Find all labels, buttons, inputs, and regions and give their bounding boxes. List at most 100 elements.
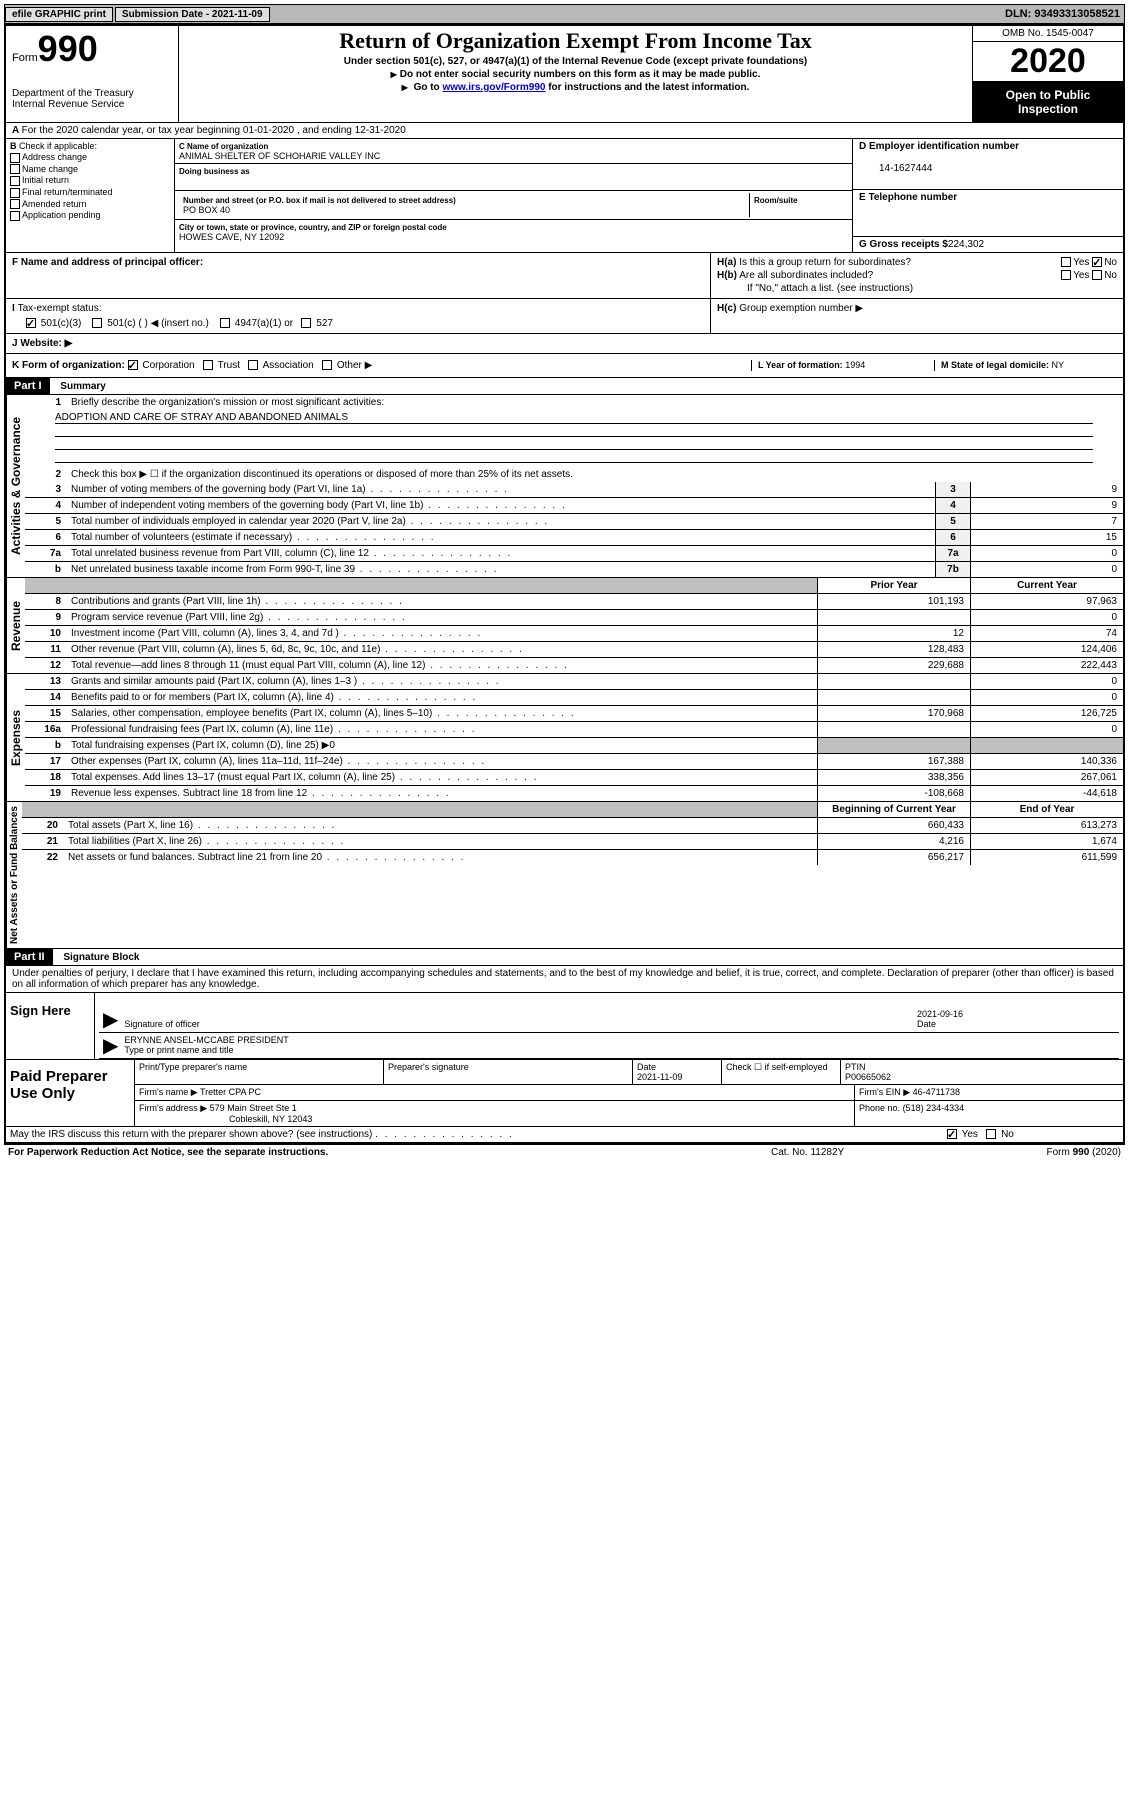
- ha-yes-checkbox[interactable]: [1061, 257, 1071, 267]
- hc-text: Group exemption number ▶: [739, 303, 863, 314]
- current-value: 126,725: [970, 706, 1123, 721]
- other-checkbox[interactable]: [322, 360, 332, 370]
- opt-corp: Corporation: [142, 360, 194, 371]
- current-value: 267,061: [970, 770, 1123, 785]
- mission-text: ADOPTION AND CARE OF STRAY AND ABANDONED…: [55, 412, 1093, 424]
- row-k: K Form of organization: Corporation Trus…: [6, 354, 1123, 378]
- opt-trust: Trust: [218, 360, 240, 371]
- hb-yes-checkbox[interactable]: [1061, 270, 1071, 280]
- prep-sig-label: Preparer's signature: [388, 1062, 469, 1072]
- line-6: 6 Total number of volunteers (estimate i…: [25, 530, 1123, 546]
- phone-label2: Phone no.: [859, 1103, 900, 1113]
- submission-date-button[interactable]: Submission Date - 2021-11-09: [115, 7, 270, 22]
- trust-checkbox[interactable]: [203, 360, 213, 370]
- line-box: 4: [935, 498, 970, 513]
- city-label: City or town, state or province, country…: [179, 223, 447, 232]
- line-value: 0: [970, 562, 1123, 577]
- line-num: 3: [25, 482, 67, 497]
- form990-link[interactable]: www.irs.gov/Form990: [442, 82, 545, 93]
- final-return-checkbox[interactable]: [10, 188, 20, 198]
- governance-label: Activities & Governance: [6, 395, 25, 577]
- revenue-label: Revenue: [6, 578, 25, 673]
- header-right: OMB No. 1545-0047 2020 Open to Public In…: [972, 26, 1123, 122]
- discuss-yes-checkbox[interactable]: [947, 1129, 957, 1139]
- efile-button[interactable]: efile GRAPHIC print: [5, 7, 113, 22]
- 501c3-checkbox[interactable]: [26, 318, 36, 328]
- initial-return-checkbox[interactable]: [10, 176, 20, 186]
- tax-exempt-status: I Tax-exempt status: 501(c)(3) 501(c) ( …: [6, 299, 711, 333]
- sig-date-label: Date: [917, 1019, 936, 1029]
- dept-label: Department of the Treasury: [12, 88, 172, 99]
- form-header: Form990 Department of the Treasury Inter…: [6, 26, 1123, 123]
- form-word-footer: Form: [1047, 1147, 1073, 1158]
- assoc-checkbox[interactable]: [248, 360, 258, 370]
- i-label: Tax-exempt status:: [18, 303, 102, 314]
- ha-text: Is this a group return for subordinates?: [739, 257, 911, 268]
- q2-text: Check this box ▶ ☐ if the organization d…: [67, 467, 1123, 482]
- sign-here-section: Sign Here ▶ Signature of officer 2021-09…: [6, 993, 1123, 1060]
- tax-year: 2020: [973, 42, 1123, 82]
- firm-addr2: Cobleskill, NY 12043: [139, 1114, 312, 1124]
- app-pending-checkbox[interactable]: [10, 211, 20, 221]
- line-18: 18 Total expenses. Add lines 13–17 (must…: [25, 770, 1123, 786]
- instr2-post: for instructions and the latest informat…: [545, 82, 749, 93]
- line-num: 13: [25, 674, 67, 689]
- 527-checkbox[interactable]: [301, 318, 311, 328]
- line-num: 11: [25, 642, 67, 657]
- ha-no-checkbox[interactable]: [1092, 257, 1102, 267]
- line-text: Professional fundraising fees (Part IX, …: [67, 722, 817, 737]
- prior-value: 167,388: [817, 754, 970, 769]
- line-num: 4: [25, 498, 67, 513]
- form-frame: Form990 Department of the Treasury Inter…: [4, 24, 1125, 1145]
- 4947-checkbox[interactable]: [220, 318, 230, 328]
- expenses-section: Expenses 13 Grants and similar amounts p…: [6, 674, 1123, 802]
- opt-app-pending: Application pending: [22, 210, 101, 220]
- line-num: 6: [25, 530, 67, 545]
- firm-addr-label: Firm's address ▶: [139, 1103, 207, 1113]
- line-num: 21: [22, 834, 64, 849]
- 501c-checkbox[interactable]: [92, 318, 102, 328]
- prior-value: 128,483: [817, 642, 970, 657]
- discuss-row: May the IRS discuss this return with the…: [6, 1127, 1123, 1143]
- corp-checkbox[interactable]: [128, 360, 138, 370]
- line-5: 5 Total number of individuals employed i…: [25, 514, 1123, 530]
- footer: For Paperwork Reduction Act Notice, see …: [4, 1145, 1125, 1160]
- current-value: [970, 738, 1123, 753]
- irs-label: Internal Revenue Service: [12, 99, 172, 110]
- prior-value: [817, 722, 970, 737]
- line-14: 14 Benefits paid to or for members (Part…: [25, 690, 1123, 706]
- l-value: 1994: [845, 360, 865, 370]
- org-address: PO BOX 40: [183, 205, 230, 215]
- arrow-icon: ▶: [99, 1007, 122, 1032]
- hb-note: If "No," attach a list. (see instruction…: [717, 283, 1117, 294]
- header-center: Return of Organization Exempt From Incom…: [179, 26, 972, 122]
- check-b-label: Check if applicable:: [19, 141, 97, 151]
- form-title: Return of Organization Exempt From Incom…: [187, 28, 964, 54]
- amended-return-checkbox[interactable]: [10, 199, 20, 209]
- discuss-no-checkbox[interactable]: [986, 1129, 996, 1139]
- org-name-label: Name of organization: [187, 142, 268, 151]
- f-officer: F Name and address of principal officer:: [6, 253, 711, 298]
- line-20: 20 Total assets (Part X, line 16) 660,43…: [22, 818, 1123, 834]
- prior-value: 229,688: [817, 658, 970, 673]
- line-num: 10: [25, 626, 67, 641]
- address-change-checkbox[interactable]: [10, 153, 20, 163]
- q1-text: Briefly describe the organization's miss…: [67, 395, 1123, 410]
- hb-no-checkbox[interactable]: [1092, 270, 1102, 280]
- revenue-section: Revenue Prior Year Current Year 8 Contri…: [6, 578, 1123, 674]
- row-ij: I Tax-exempt status: 501(c)(3) 501(c) ( …: [6, 299, 1123, 334]
- public-inspection: Open to Public Inspection: [973, 82, 1123, 122]
- line-19: 19 Revenue less expenses. Subtract line …: [25, 786, 1123, 801]
- current-value: 0: [970, 610, 1123, 625]
- begin-year-header: Beginning of Current Year: [817, 802, 970, 817]
- prior-value: 170,968: [817, 706, 970, 721]
- line-text: Number of independent voting members of …: [67, 498, 935, 513]
- line-text: Total number of individuals employed in …: [67, 514, 935, 529]
- current-value: 97,963: [970, 594, 1123, 609]
- expenses-label: Expenses: [6, 674, 25, 801]
- name-change-checkbox[interactable]: [10, 164, 20, 174]
- no-3: No: [1001, 1129, 1014, 1140]
- line-num: 18: [25, 770, 67, 785]
- blank-line: [55, 439, 1093, 450]
- prep-date-value: 2021-11-09: [637, 1072, 682, 1082]
